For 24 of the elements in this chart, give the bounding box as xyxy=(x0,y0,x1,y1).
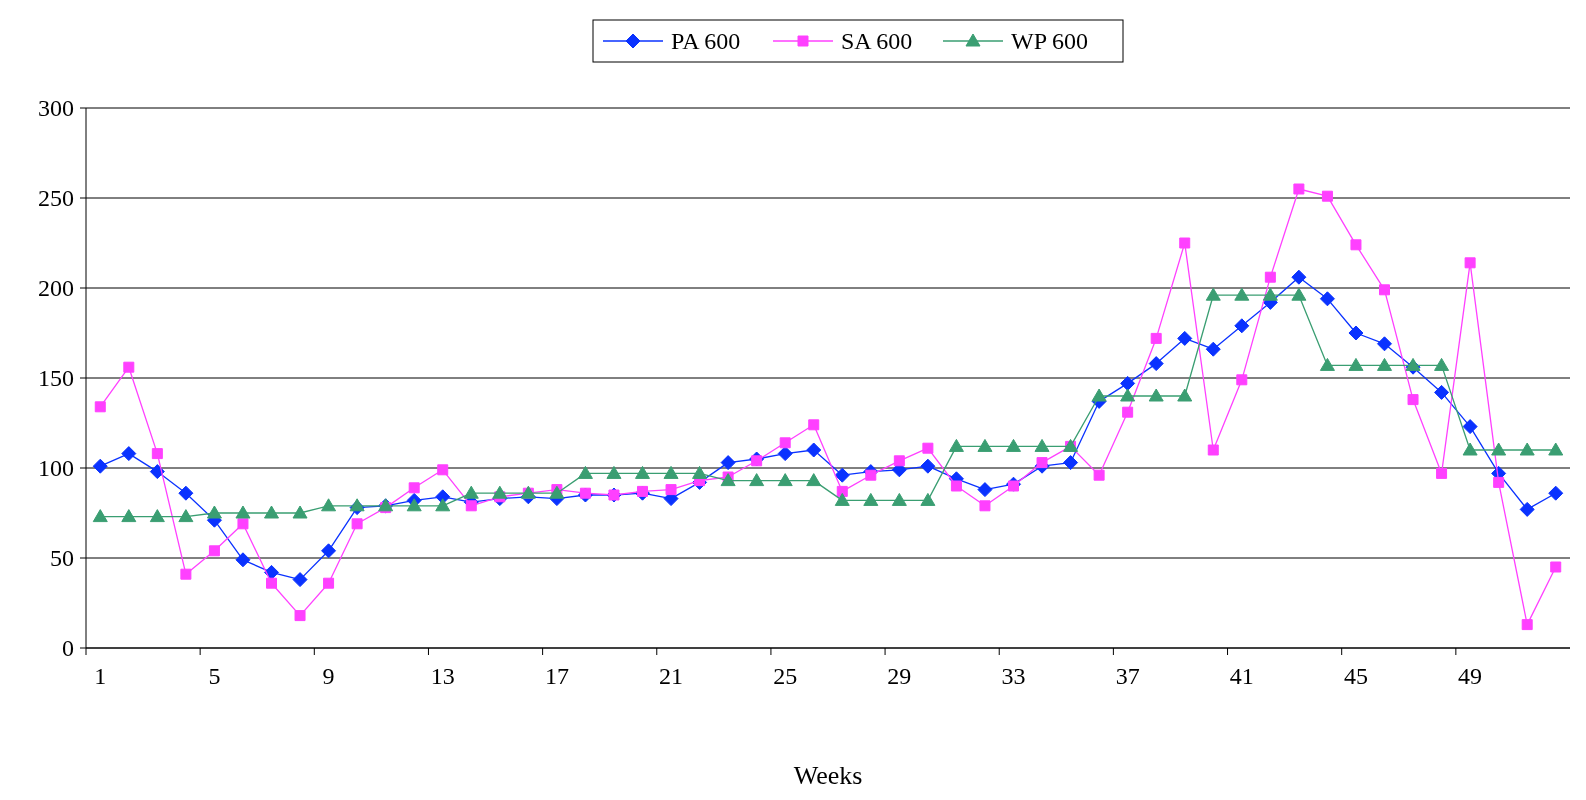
x-tick-label: 37 xyxy=(1115,663,1140,689)
x-tick-label: 13 xyxy=(430,663,455,689)
x-tick-label: 25 xyxy=(773,663,798,689)
x-tick-label: 33 xyxy=(1001,663,1026,689)
y-tick-label: 0 xyxy=(62,635,74,662)
y-tick-label: 150 xyxy=(38,365,74,392)
x-axis-title: Weeks xyxy=(793,761,863,790)
x-tick-label: 29 xyxy=(887,663,912,689)
y-tick-label: 100 xyxy=(38,455,74,482)
legend-label: PA 600 xyxy=(671,28,741,55)
legend-label: WP 600 xyxy=(1011,28,1089,55)
x-tick-label: 5 xyxy=(208,663,221,689)
y-tick-label: 200 xyxy=(38,275,74,302)
y-tick-label: 250 xyxy=(38,185,74,212)
x-tick-label: 45 xyxy=(1343,663,1368,689)
x-tick-label: 49 xyxy=(1458,663,1483,689)
x-tick-label: 1 xyxy=(94,663,107,689)
x-tick-label: 17 xyxy=(544,663,569,689)
x-tick-label: 41 xyxy=(1229,663,1254,689)
y-tick-label: 300 xyxy=(38,95,74,122)
y-tick-label: 50 xyxy=(50,545,74,572)
legend-label: SA 600 xyxy=(841,28,913,55)
x-tick-label: 9 xyxy=(322,663,335,689)
x-tick-label: 21 xyxy=(659,663,684,689)
